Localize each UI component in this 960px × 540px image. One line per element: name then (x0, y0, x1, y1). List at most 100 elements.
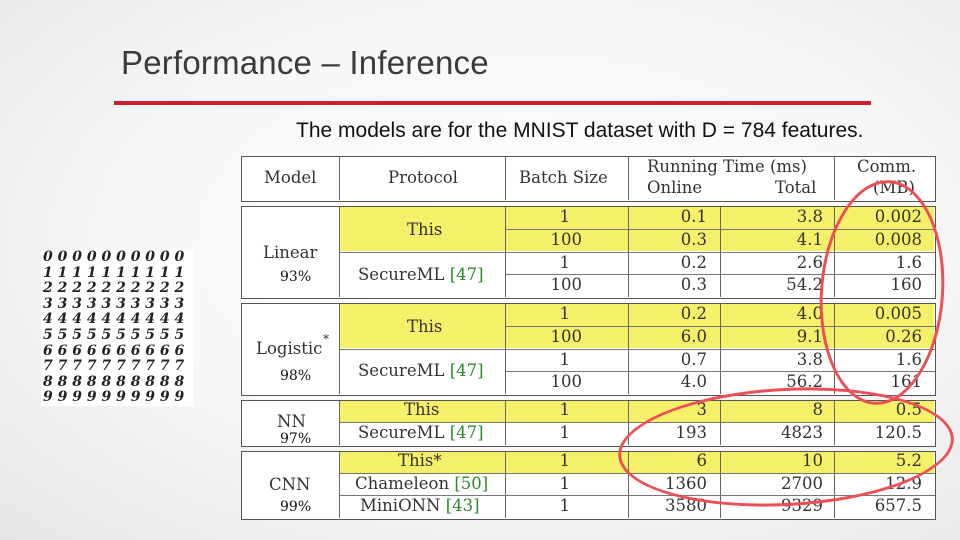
logistic-model-label: Logistic (256, 339, 323, 358)
citation-ref: [47] (449, 423, 484, 442)
header-comm: Comm. (857, 157, 917, 176)
cnn-online-3: 3580 (665, 496, 707, 515)
logistic-online-3: 0.7 (680, 350, 707, 369)
linear-batch-1: 1 (559, 207, 571, 226)
logistic-comm-2: 0.26 (885, 327, 922, 346)
highlight (340, 401, 934, 422)
chameleon-label: Chameleon (355, 474, 450, 493)
logistic-batch-1: 1 (559, 304, 571, 323)
digit-row: 8 8 8 8 8 8 8 8 8 8 (43, 373, 185, 390)
nn-accuracy: 97% (280, 431, 312, 447)
citation-ref: [50] (454, 474, 489, 493)
header-total: Total (775, 178, 817, 197)
cnn-comm-2: 12.9 (885, 474, 922, 493)
logistic-online-2: 6.0 (680, 327, 707, 346)
logistic-total-4: 56.2 (786, 372, 823, 391)
logistic-star: * (323, 332, 329, 346)
header-comm-unit: (MB) (873, 178, 915, 197)
cnn-total-2: 2700 (781, 474, 823, 493)
nn-total-1: 8 (812, 400, 824, 419)
highlight (340, 452, 934, 473)
digit-row: 0 0 0 0 0 0 0 0 0 0 (43, 249, 185, 265)
cnn-batch-1: 1 (559, 451, 571, 470)
cnn-total-3: 9329 (781, 496, 823, 515)
digit-row: 5 5 5 5 5 5 5 5 5 5 (43, 326, 185, 343)
header-model: Model (264, 168, 317, 187)
secureml-label: SecureML (358, 361, 445, 380)
header-batch-size: Batch Size (519, 168, 608, 187)
title-underline (114, 101, 871, 105)
linear-secureml: SecureML [47] (358, 265, 484, 284)
digit-row: 3 3 3 3 3 3 3 3 3 3 (43, 295, 185, 312)
linear-this: This (407, 220, 443, 239)
citation-ref: [43] (445, 496, 480, 515)
logistic-comm-3: 1.6 (895, 350, 922, 369)
nn-model-label: NN (277, 412, 306, 431)
citation-ref: [47] (449, 361, 484, 380)
nn-online-2: 193 (675, 423, 708, 442)
nn-total-2: 4823 (781, 423, 823, 442)
digit-row: 2 2 2 2 2 2 2 2 2 2 (43, 280, 185, 297)
cnn-comm-1: 5.2 (895, 451, 922, 470)
nn-comm-1: 0.5 (895, 400, 922, 419)
linear-online-1: 0.1 (680, 207, 707, 226)
cnn-batch-2: 1 (559, 474, 571, 493)
nn-block: NN This SecureML [47] 1 1 3 193 8 4823 0… (241, 400, 936, 447)
digit-row: 9 9 9 9 9 9 9 9 9 9 (43, 389, 185, 406)
linear-block: Linear This SecureML [47] 1 100 1 100 0.… (241, 206, 936, 299)
nn-batch-1: 1 (559, 400, 571, 419)
slide-caption: The models are for the MNIST dataset wit… (296, 119, 864, 142)
linear-comm-2: 0.008 (874, 230, 922, 249)
secureml-label: SecureML (358, 265, 445, 284)
logistic-online-4: 4.0 (680, 372, 707, 391)
cnn-model-label: CNN (269, 475, 311, 494)
linear-comm-1: 0.002 (874, 207, 922, 226)
digit-row: 4 4 4 4 4 4 4 4 4 4 (43, 311, 185, 328)
logistic-batch-3: 1 (559, 350, 571, 369)
linear-total-1: 3.8 (796, 207, 823, 226)
header-protocol: Protocol (388, 168, 458, 187)
linear-batch-4: 100 (550, 275, 583, 294)
cnn-batch-3: 1 (559, 496, 571, 515)
logistic-comm-4: 161 (890, 372, 923, 391)
slide-title: Performance – Inference (121, 44, 489, 81)
logistic-online-1: 0.2 (680, 304, 707, 323)
linear-accuracy: 93% (280, 269, 312, 285)
logistic-comm-1: 0.005 (874, 304, 922, 323)
nn-secureml: SecureML [47] (358, 423, 484, 442)
header-online: Online (647, 178, 703, 197)
linear-total-3: 2.6 (796, 253, 823, 272)
logistic-secureml: SecureML [47] (358, 361, 484, 380)
logistic-total-2: 9.1 (796, 327, 823, 346)
linear-total-4: 54.2 (786, 275, 823, 294)
mnist-digits-image: 0 0 0 0 0 0 0 0 0 0 1 1 1 1 1 1 1 1 1 1 … (41, 249, 193, 406)
linear-comm-4: 160 (890, 275, 923, 294)
nn-online-1: 3 (696, 400, 708, 419)
cnn-minionn: MiniONN [43] (360, 496, 480, 515)
logistic-this: This (407, 317, 443, 336)
linear-batch-2: 100 (550, 230, 583, 249)
linear-online-2: 0.3 (680, 230, 707, 249)
cnn-total-1: 10 (802, 451, 823, 470)
cnn-accuracy: 99% (280, 499, 312, 515)
secureml-label: SecureML (358, 423, 445, 442)
logistic-block: Logistic * This SecureML [47] 1 100 1 10… (241, 303, 936, 396)
linear-comm-3: 1.6 (895, 253, 922, 272)
cnn-comm-3: 657.5 (874, 496, 922, 515)
linear-model-label: Linear (263, 243, 318, 262)
cnn-block: CNN This* Chameleon [50] MiniONN [43] 1 … (241, 451, 936, 520)
linear-batch-3: 1 (559, 253, 571, 272)
cnn-this: This* (398, 451, 442, 470)
cnn-online-1: 6 (696, 451, 708, 470)
logistic-batch-4: 100 (550, 372, 583, 391)
linear-online-3: 0.2 (680, 253, 707, 272)
digit-row: 7 7 7 7 7 7 7 7 7 7 (43, 358, 185, 375)
logistic-total-1: 4.0 (796, 304, 823, 323)
logistic-accuracy: 98% (280, 368, 312, 384)
digit-row: 1 1 1 1 1 1 1 1 1 1 (43, 264, 185, 281)
cnn-online-2: 1360 (665, 474, 707, 493)
nn-comm-2: 120.5 (874, 423, 922, 442)
citation-ref: [47] (449, 265, 484, 284)
logistic-batch-2: 100 (550, 327, 583, 346)
cnn-chameleon: Chameleon [50] (355, 474, 488, 493)
